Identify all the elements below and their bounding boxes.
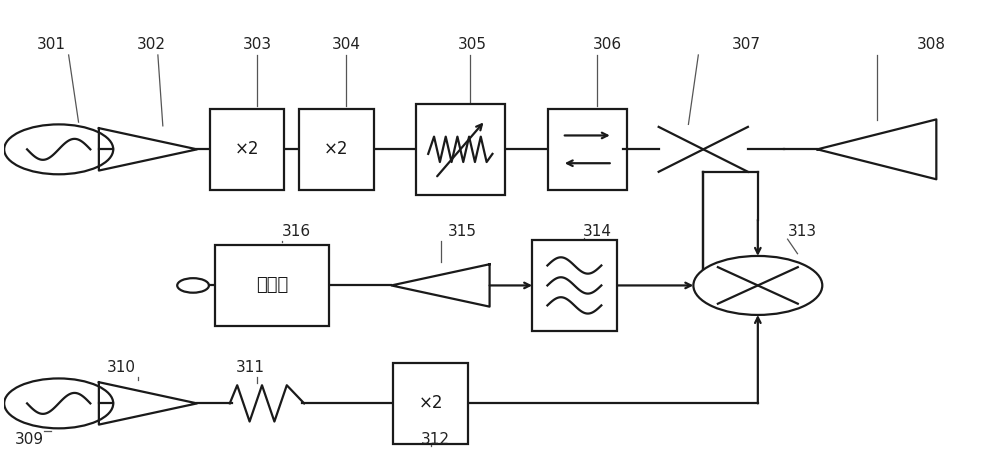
Text: 309: 309 <box>14 432 44 447</box>
Bar <box>210 109 284 190</box>
Text: 303: 303 <box>242 37 272 53</box>
Text: 312: 312 <box>421 432 450 447</box>
Text: 311: 311 <box>236 359 265 375</box>
Text: 313: 313 <box>788 224 817 238</box>
Text: 310: 310 <box>107 359 136 375</box>
Text: ×2: ×2 <box>235 140 259 158</box>
Text: 306: 306 <box>593 37 622 53</box>
Circle shape <box>693 256 822 315</box>
Text: 308: 308 <box>917 37 946 53</box>
Text: 检波器: 检波器 <box>256 276 288 294</box>
Text: ×2: ×2 <box>324 140 349 158</box>
Text: 304: 304 <box>332 37 361 53</box>
Text: 302: 302 <box>136 37 165 53</box>
Bar <box>215 244 329 326</box>
Text: 316: 316 <box>282 224 311 238</box>
Bar <box>393 363 468 444</box>
Text: 301: 301 <box>37 37 66 53</box>
Text: 314: 314 <box>583 224 612 238</box>
Text: ×2: ×2 <box>418 395 443 413</box>
Text: 307: 307 <box>731 37 760 53</box>
Bar <box>548 109 627 190</box>
Text: 305: 305 <box>458 37 487 53</box>
Bar <box>416 104 505 195</box>
Text: 315: 315 <box>448 224 477 238</box>
Bar <box>299 109 374 190</box>
Bar <box>532 240 617 331</box>
